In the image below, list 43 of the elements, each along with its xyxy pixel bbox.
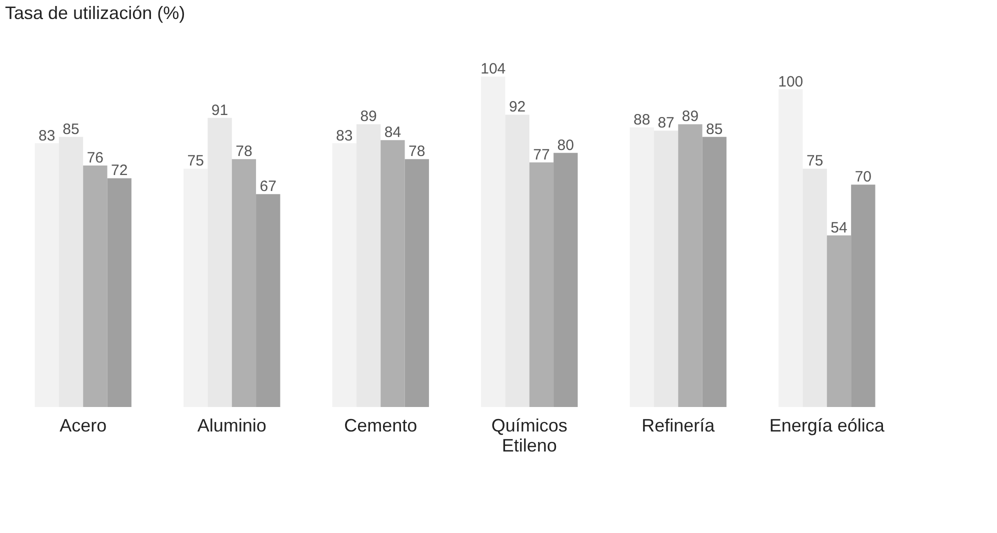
x-tick-label: Cemento [344,416,418,436]
bar [851,184,876,407]
bar [554,152,578,407]
data-label: 67 [260,178,276,196]
x-tick-label: Acero [60,416,107,436]
data-label: 104 [480,60,506,78]
x-tick-label: Aluminio [197,416,266,436]
bar [83,166,108,407]
data-label: 89 [682,108,699,126]
data-label: 72 [111,162,128,180]
bar [529,162,554,407]
bar [232,159,256,407]
data-label: 78 [408,143,426,160]
bar [107,178,132,407]
data-label: 88 [634,111,650,128]
data-label: 91 [211,102,228,119]
bar [256,194,280,407]
data-label: 75 [806,152,824,170]
data-label: 77 [533,146,550,164]
data-label: 85 [706,120,723,138]
data-label: 54 [830,219,848,236]
data-label: 87 [658,114,674,132]
bar [404,159,429,407]
data-label: 85 [62,120,80,138]
data-label: 78 [236,143,252,160]
data-label: 83 [38,127,56,144]
bar [702,136,726,407]
data-label: 83 [336,127,353,144]
bar [380,140,405,407]
data-label: 100 [778,73,804,90]
chart-title: Tasa de utilización (%) [5,3,186,23]
x-tick-label: Químicos Etileno [491,416,568,456]
data-label: 76 [86,150,104,167]
data-label: 89 [360,108,377,126]
x-tick-label: Energía eólica [769,416,886,436]
bar [826,235,852,407]
data-label: 92 [508,98,526,116]
x-tick-label: Refinería [642,416,716,436]
data-label: 70 [854,168,872,186]
data-label: 80 [557,136,574,154]
data-label: 84 [384,124,402,142]
bar [678,124,702,407]
data-label: 75 [187,152,204,170]
